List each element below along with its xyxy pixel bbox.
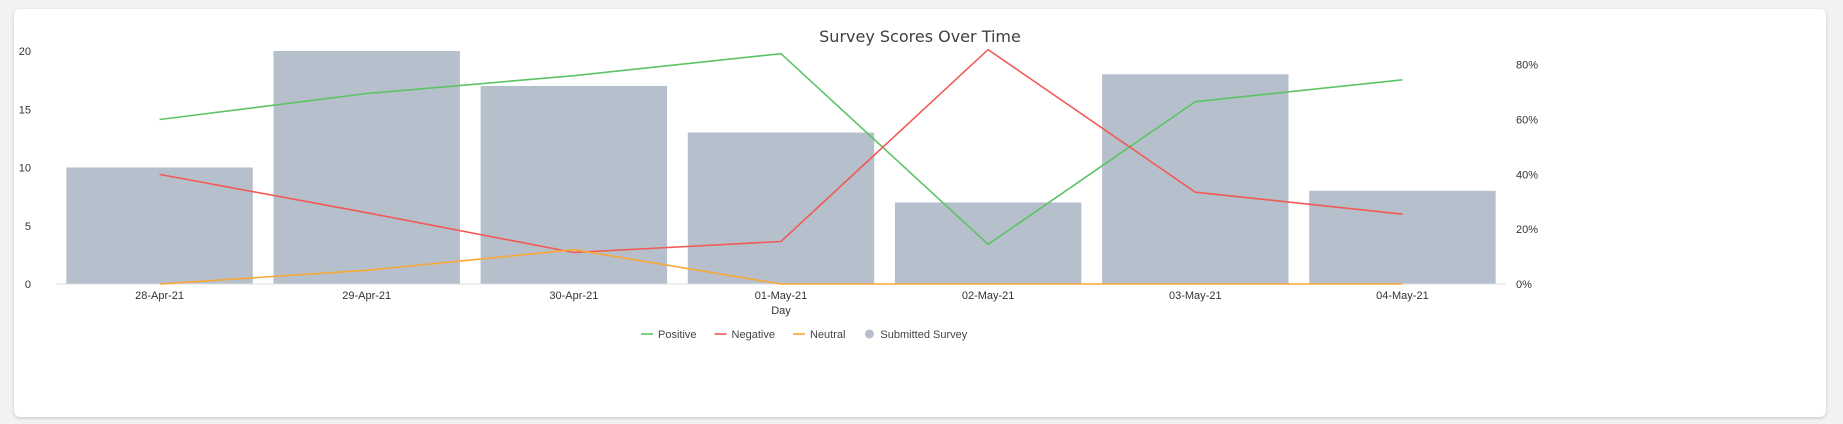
line-negative xyxy=(159,48,1403,254)
x-tick-label: 28-Apr-21 xyxy=(135,290,184,302)
left-tick-label: 15 xyxy=(19,104,31,116)
left-tick-label: 5 xyxy=(25,221,31,233)
legend-label: Submitted Survey xyxy=(880,329,967,341)
bar-28-Apr-21 xyxy=(66,167,253,284)
chart-title: Survey Scores Over Time xyxy=(819,27,1021,46)
bar-30-Apr-21 xyxy=(480,85,668,284)
legend-swatch-survey xyxy=(864,329,874,339)
x-tick-label: 29-Apr-21 xyxy=(342,290,391,302)
x-tick-label: 30-Apr-21 xyxy=(549,290,598,302)
x-tick-label: 04-May-21 xyxy=(1376,290,1429,302)
bar-29-Apr-21 xyxy=(273,51,460,284)
left-tick-label: 20 xyxy=(19,46,31,58)
x-tick-label: 01-May-21 xyxy=(755,290,808,302)
chart-card: Survey Scores Over Time 0 5 10 15 20 0% 20% 40%… xyxy=(14,9,1826,417)
x-tick-label: 03-May-21 xyxy=(1169,290,1222,302)
line-positive xyxy=(159,52,1403,246)
left-tick-label: 10 xyxy=(19,163,31,175)
right-tick-label: 0% xyxy=(1516,279,1532,291)
line-neutral xyxy=(159,248,1403,285)
bar-03-May-21 xyxy=(1102,74,1289,284)
bar-01-May-21 xyxy=(687,132,875,284)
legend-label: Negative xyxy=(732,329,775,341)
right-tick-label: 40% xyxy=(1516,169,1538,181)
left-tick-label: 0 xyxy=(25,279,31,291)
right-tick-label: 80% xyxy=(1516,60,1538,72)
legend-label: Neutral xyxy=(810,329,845,341)
x-tick-label: 02-May-21 xyxy=(962,290,1015,302)
x-axis-title: Day xyxy=(771,305,791,317)
right-tick-label: 60% xyxy=(1516,115,1538,127)
bar-02-May-21 xyxy=(894,202,1082,284)
bar-04-May-21 xyxy=(1309,190,1496,284)
chart-svg: 0 5 10 15 20 0% 20% 40% 60% 80% 28-Apr-21 29-Apr-21… xyxy=(19,46,1538,341)
legend-label: Positive xyxy=(658,329,697,341)
right-tick-label: 20% xyxy=(1516,224,1538,236)
